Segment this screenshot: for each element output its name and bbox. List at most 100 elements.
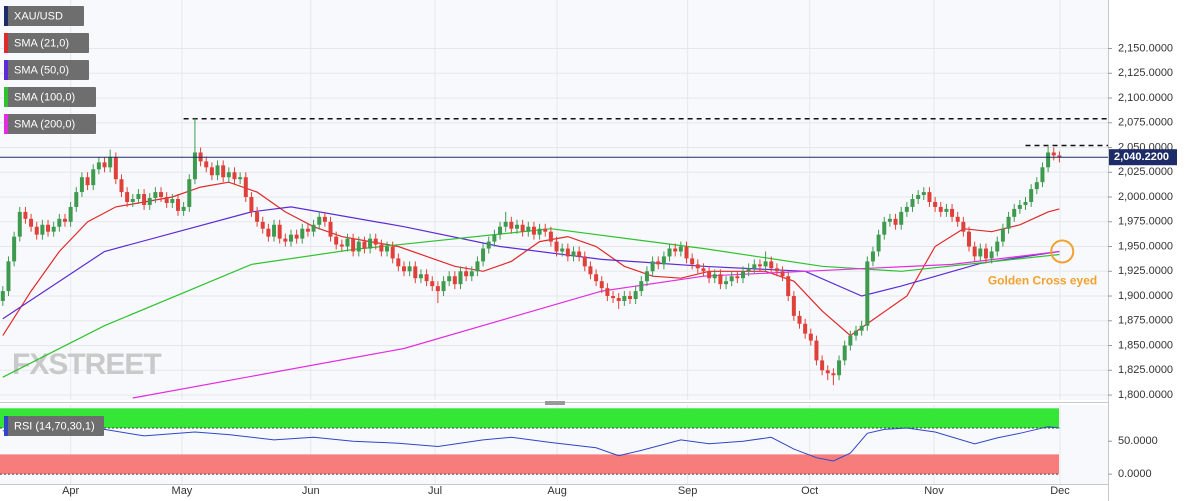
candle-body bbox=[972, 246, 977, 257]
candle-body bbox=[6, 261, 11, 292]
candle-body bbox=[729, 276, 734, 282]
candle-body bbox=[933, 201, 938, 207]
candle-body bbox=[531, 226, 536, 235]
candle-body bbox=[763, 261, 768, 267]
candle-body bbox=[136, 194, 141, 200]
legend-box bbox=[4, 33, 89, 53]
candle-body bbox=[119, 179, 124, 193]
candle-body bbox=[226, 172, 231, 178]
candle-body bbox=[85, 177, 90, 186]
candle-body bbox=[407, 266, 412, 272]
candle-body bbox=[814, 340, 819, 361]
candle-body bbox=[441, 281, 446, 292]
annotation-text: Golden Cross eyed bbox=[988, 274, 1097, 288]
candle-body bbox=[192, 152, 197, 180]
candle-body bbox=[599, 281, 604, 289]
candle-body bbox=[260, 221, 265, 229]
x-tick-label: Sep bbox=[678, 485, 698, 497]
candle-body bbox=[983, 248, 988, 259]
legend-swatch bbox=[4, 87, 8, 107]
candle-body bbox=[1046, 152, 1051, 168]
candle-body bbox=[0, 291, 5, 301]
candle-body bbox=[458, 271, 463, 285]
candle-body bbox=[667, 248, 672, 257]
candle-body bbox=[1012, 208, 1017, 217]
legend-label: SMA (21,0) bbox=[14, 37, 69, 49]
legend-label: SMA (100,0) bbox=[14, 91, 75, 103]
candle-body bbox=[1006, 216, 1011, 229]
candle-body bbox=[492, 234, 497, 242]
candle-body bbox=[62, 218, 67, 222]
candle-body bbox=[379, 244, 384, 252]
candle-body bbox=[950, 208, 955, 217]
candle-body bbox=[351, 238, 356, 252]
y-tick-label: 2,075.0000 bbox=[1118, 117, 1173, 129]
x-tick-label: Jun bbox=[302, 485, 320, 497]
panel-handle bbox=[545, 401, 565, 405]
candle-body bbox=[40, 224, 45, 235]
candle-body bbox=[791, 296, 796, 316]
candle-body bbox=[424, 274, 429, 282]
candle-body bbox=[1034, 182, 1039, 190]
y-tick-label: 2,125.0000 bbox=[1118, 67, 1173, 79]
candle-body bbox=[125, 192, 130, 202]
candle-body bbox=[514, 224, 519, 229]
candle-body bbox=[277, 224, 282, 239]
candle-body bbox=[339, 244, 344, 247]
candle-body bbox=[927, 192, 932, 202]
candle-body bbox=[848, 335, 853, 346]
candle-body bbox=[769, 261, 774, 269]
candle-body bbox=[961, 221, 966, 232]
y-tick-label: 2,150.0000 bbox=[1118, 42, 1173, 54]
legend-box bbox=[4, 6, 84, 26]
candle-body bbox=[435, 286, 440, 292]
candle-body bbox=[820, 360, 825, 371]
candle-body bbox=[503, 221, 508, 227]
candle-body bbox=[1051, 152, 1056, 156]
candle-body bbox=[746, 268, 751, 272]
candle-body bbox=[803, 323, 808, 334]
candle-body bbox=[780, 271, 785, 277]
legend-swatch bbox=[4, 416, 8, 436]
candle-body bbox=[724, 281, 729, 285]
candle-body bbox=[611, 296, 616, 299]
candle-body bbox=[368, 238, 373, 249]
candle-body bbox=[311, 224, 316, 232]
candle-body bbox=[808, 333, 813, 341]
candle-body bbox=[390, 246, 395, 259]
candle-body bbox=[1000, 228, 1005, 242]
candle-body bbox=[481, 248, 486, 262]
candle-body bbox=[12, 236, 17, 262]
candle-body bbox=[486, 241, 491, 249]
candle-body bbox=[147, 198, 152, 205]
candle-body bbox=[238, 177, 243, 180]
candle-body bbox=[899, 211, 904, 225]
candle-body bbox=[300, 228, 305, 239]
candle-body bbox=[46, 224, 51, 232]
sma-line bbox=[2, 181, 1060, 337]
candle-body bbox=[170, 199, 175, 203]
candle-body bbox=[209, 167, 214, 176]
candle-body bbox=[622, 296, 627, 301]
candle-body bbox=[537, 228, 542, 235]
candle-body bbox=[757, 264, 762, 267]
candle-body bbox=[656, 261, 661, 265]
candle-body bbox=[108, 157, 113, 168]
x-tick-label: Dec bbox=[1050, 485, 1070, 497]
rsi-line bbox=[2, 426, 1060, 462]
candle-body bbox=[464, 271, 469, 277]
candle-body bbox=[243, 177, 248, 198]
candle-body bbox=[582, 256, 587, 267]
plot: Golden Cross eyed bbox=[0, 117, 1108, 475]
candle-body bbox=[204, 161, 209, 168]
candle-body bbox=[401, 266, 406, 272]
y-tick-label: 0.0000 bbox=[1118, 468, 1152, 480]
candle-body bbox=[707, 271, 712, 279]
candle-body bbox=[29, 218, 34, 227]
candle-body bbox=[283, 238, 288, 242]
candle-body bbox=[51, 226, 56, 232]
candle-body bbox=[57, 218, 62, 227]
candle-body bbox=[701, 268, 706, 272]
candle-body bbox=[560, 248, 565, 252]
